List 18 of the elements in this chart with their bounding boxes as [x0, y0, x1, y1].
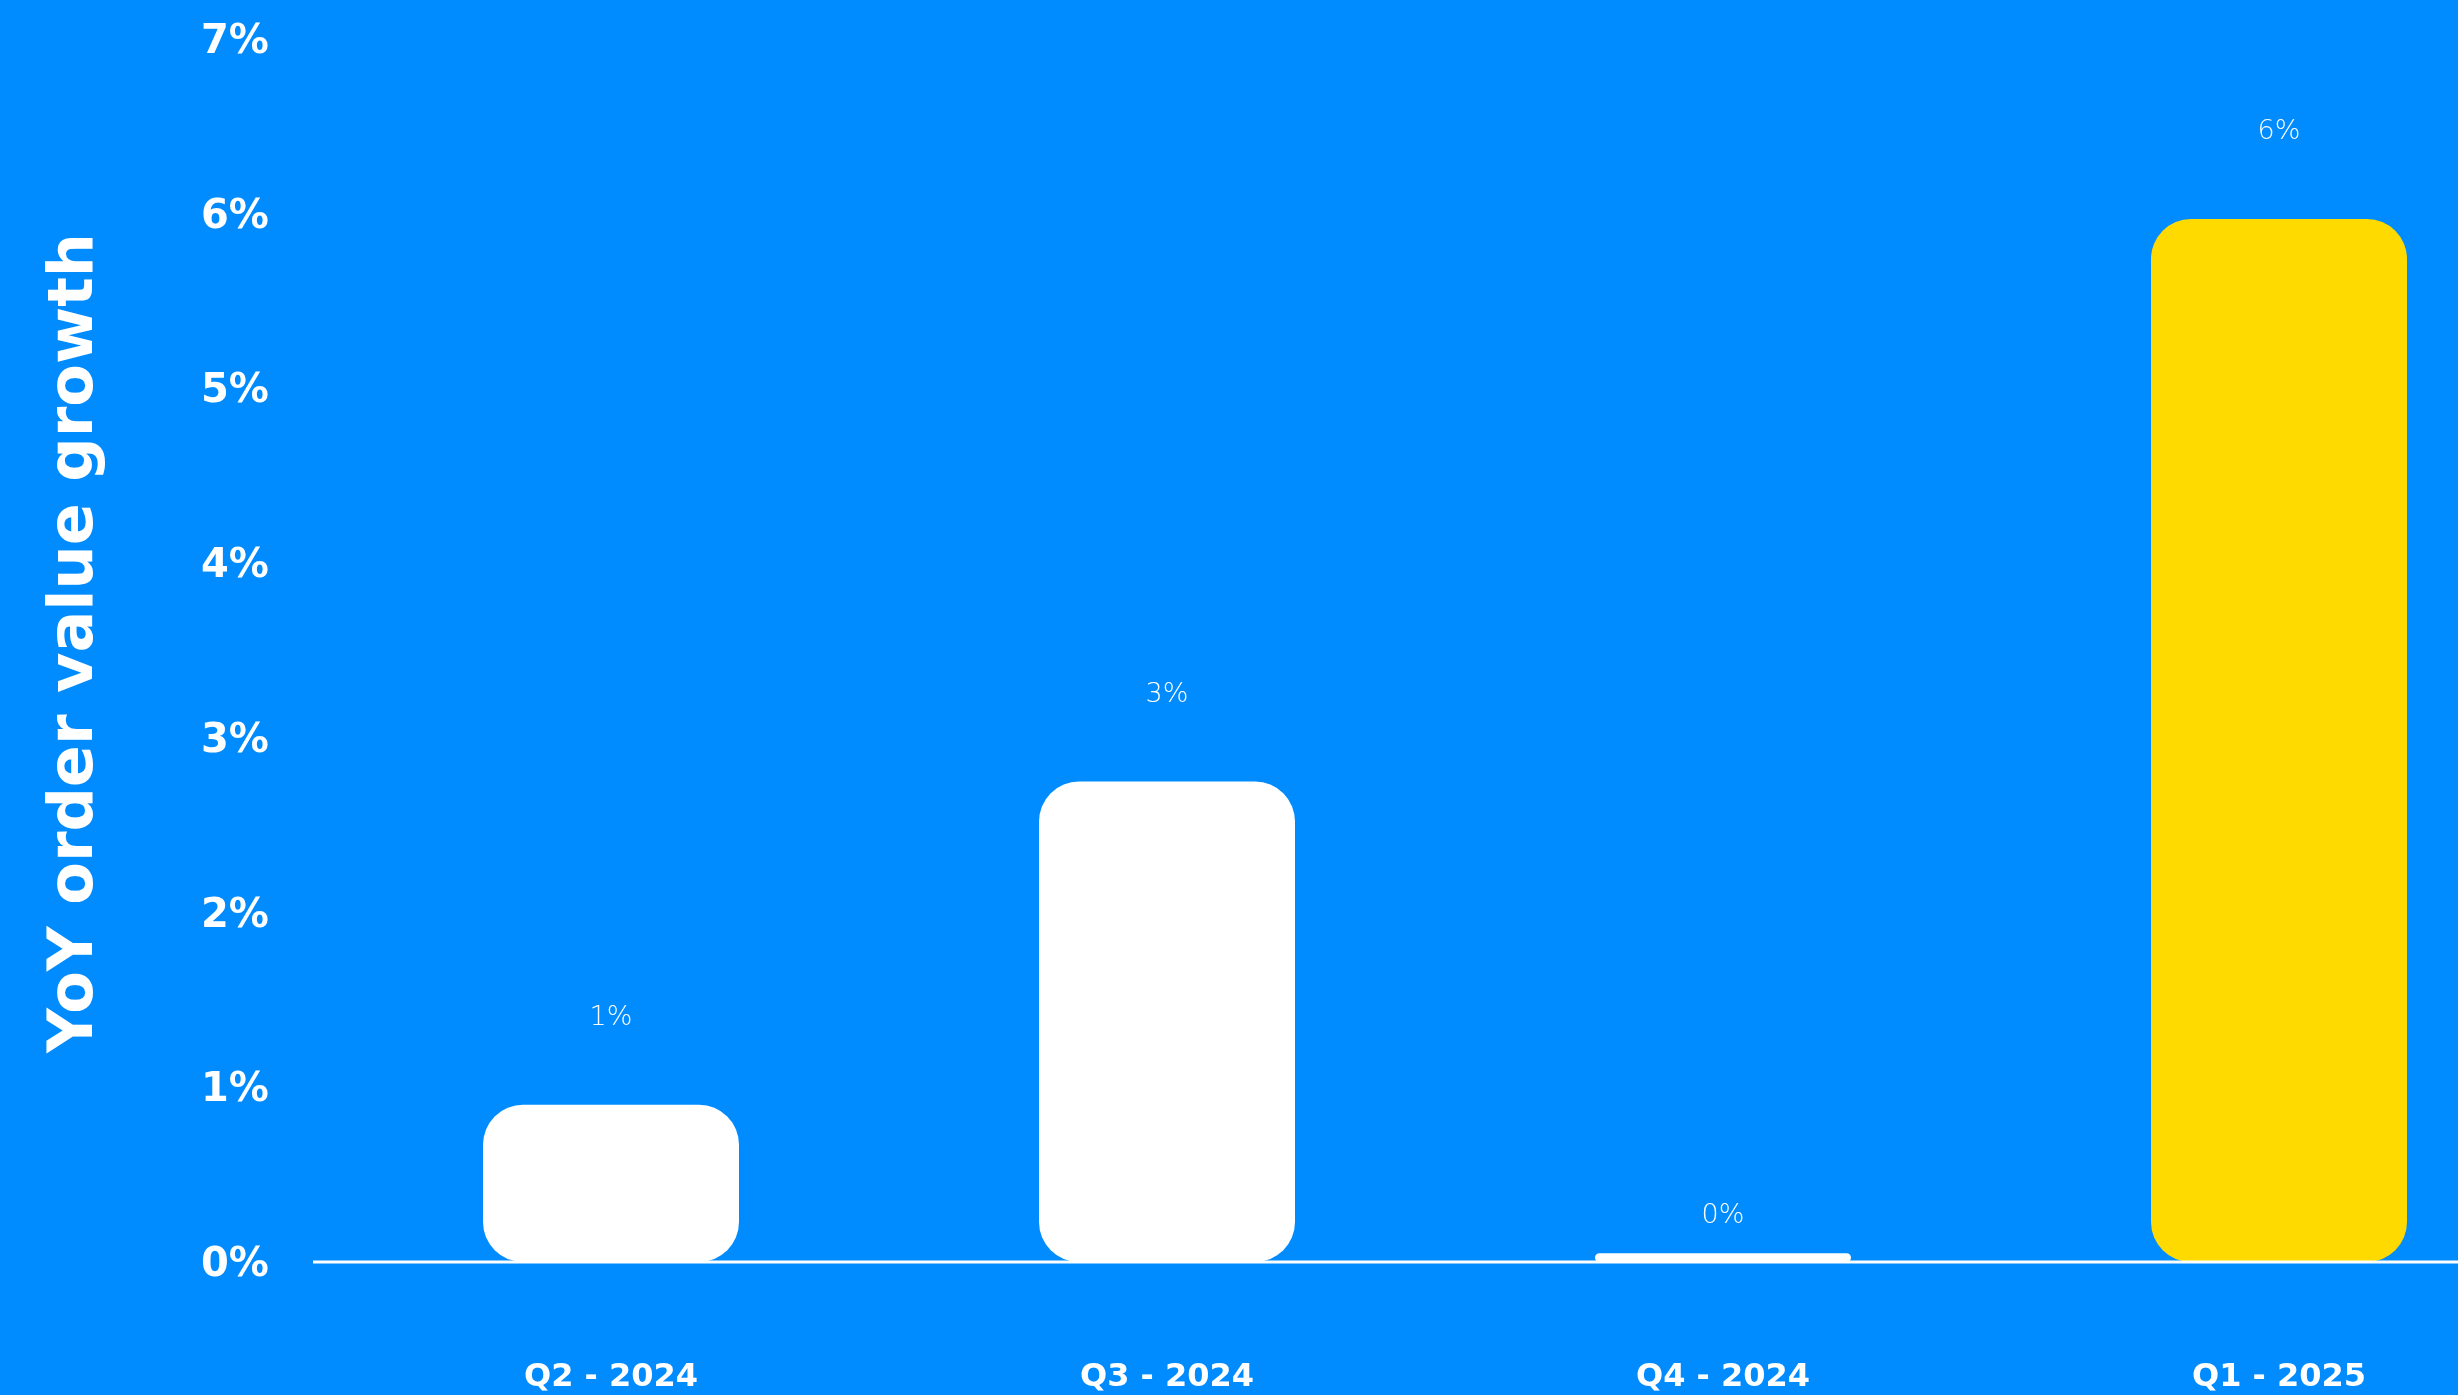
y-tick-label: 7% [201, 16, 269, 62]
y-tick-label: 0% [201, 1239, 269, 1285]
y-tick-label: 3% [201, 714, 269, 761]
y-tick-label: 1% [201, 1064, 269, 1111]
y-tick-label: 4% [201, 540, 269, 587]
x-tick-label: Q1 - 2025 [2191, 1356, 2367, 1395]
data-label: 0% [1701, 1198, 1745, 1230]
y-tick-label: 2% [201, 889, 269, 936]
y-tick-label: 6% [201, 190, 269, 237]
data-label: 1% [589, 999, 633, 1031]
y-axis-title: YoY order value growth [33, 233, 107, 1054]
x-tick-label: Q4 - 2024 [1635, 1356, 1811, 1395]
data-label: 6% [2257, 113, 2301, 145]
x-tick-label: Q2 - 2024 [523, 1356, 699, 1395]
x-tick-label: Q3 - 2024 [1079, 1356, 1255, 1395]
y-tick-label: 5% [201, 365, 269, 412]
bar [2151, 218, 2407, 1262]
data-label: 3% [1145, 676, 1189, 708]
